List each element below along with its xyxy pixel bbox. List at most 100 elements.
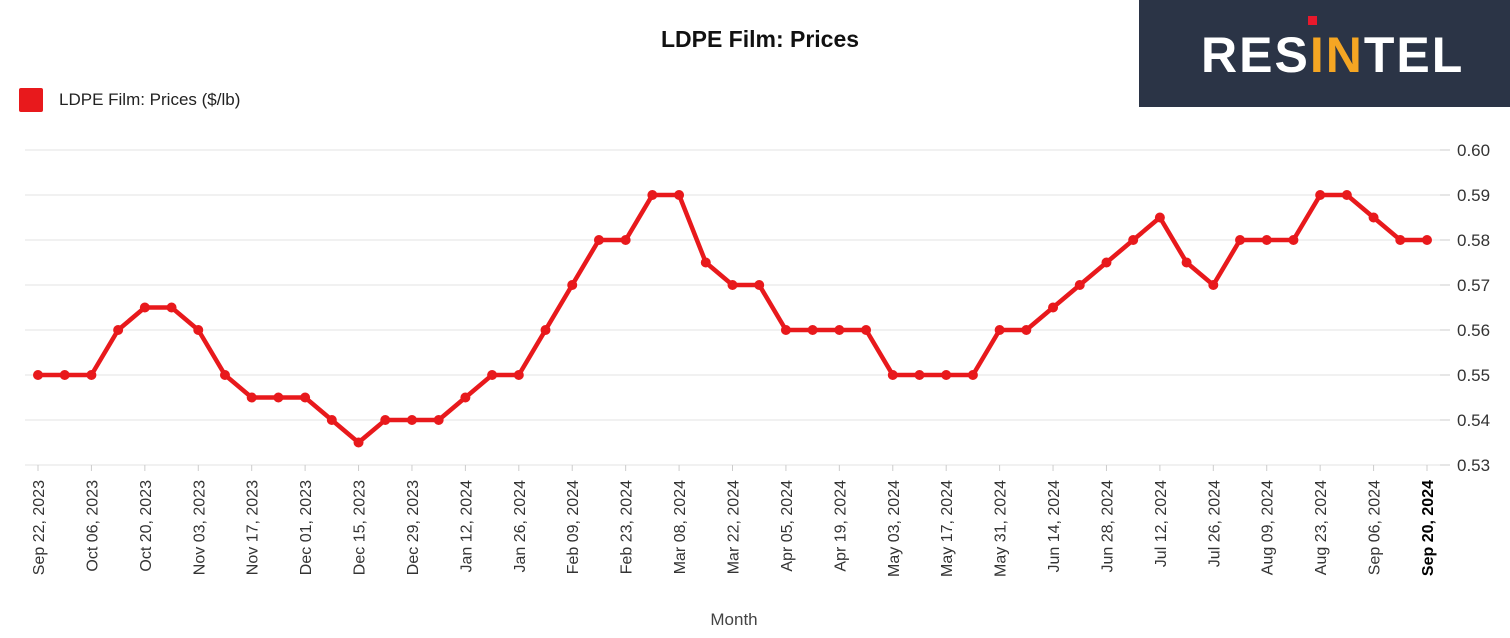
data-point[interactable] xyxy=(487,370,498,380)
data-point[interactable] xyxy=(1048,302,1059,313)
data-point[interactable] xyxy=(834,325,845,335)
y-tick-label: 0.54 xyxy=(1457,411,1490,430)
x-tick-label: Dec 29, 2023 xyxy=(405,480,422,575)
data-point[interactable] xyxy=(647,190,658,200)
logo-text-res: RES xyxy=(1201,27,1310,83)
x-tick-label: Jun 28, 2024 xyxy=(1099,480,1116,573)
data-point[interactable] xyxy=(1181,257,1192,268)
x-tick-label: Apr 05, 2024 xyxy=(779,480,796,572)
data-point[interactable] xyxy=(1368,212,1379,223)
data-point[interactable] xyxy=(246,392,257,403)
x-tick-label: Apr 19, 2024 xyxy=(832,480,849,572)
series-points xyxy=(33,190,1432,448)
data-point[interactable] xyxy=(700,257,711,268)
series-line xyxy=(35,192,1430,445)
x-tick-label: Jul 12, 2024 xyxy=(1153,480,1170,567)
data-point[interactable] xyxy=(620,235,631,245)
x-tick-label: Aug 23, 2024 xyxy=(1313,480,1330,575)
legend[interactable]: LDPE Film: Prices ($/lb) xyxy=(19,88,240,112)
data-point[interactable] xyxy=(1341,190,1352,200)
x-tick-label: Nov 17, 2023 xyxy=(245,480,262,575)
data-point[interactable] xyxy=(567,280,578,290)
data-point[interactable] xyxy=(1208,280,1219,290)
data-point[interactable] xyxy=(1154,212,1165,223)
y-tick-label: 0.58 xyxy=(1457,231,1490,250)
data-point[interactable] xyxy=(219,370,230,380)
data-point[interactable] xyxy=(86,370,97,380)
legend-swatch-icon xyxy=(19,88,43,112)
data-point[interactable] xyxy=(1395,235,1406,245)
data-point[interactable] xyxy=(861,325,872,335)
x-tick-label: Nov 03, 2023 xyxy=(191,480,208,575)
x-tick-label: Oct 06, 2023 xyxy=(84,480,101,572)
data-point[interactable] xyxy=(59,370,70,380)
data-point[interactable] xyxy=(193,325,204,335)
data-point[interactable] xyxy=(1235,235,1246,245)
data-point[interactable] xyxy=(1101,257,1112,268)
x-tick-label: Sep 22, 2023 xyxy=(31,480,48,575)
y-tick-label: 0.53 xyxy=(1457,456,1490,475)
data-point[interactable] xyxy=(887,370,898,380)
data-point[interactable] xyxy=(674,190,685,200)
data-point[interactable] xyxy=(754,280,765,290)
y-tick-label: 0.56 xyxy=(1457,321,1490,340)
data-point[interactable] xyxy=(807,325,818,335)
chart-title: LDPE Film: Prices xyxy=(660,26,860,52)
data-point[interactable] xyxy=(593,235,604,245)
x-tick-label: Jan 12, 2024 xyxy=(458,480,475,573)
x-tick-label: Feb 23, 2024 xyxy=(619,480,636,574)
y-tick-label: 0.60 xyxy=(1457,141,1490,160)
data-point[interactable] xyxy=(994,325,1005,335)
data-point[interactable] xyxy=(300,392,311,403)
x-tick-label: Feb 09, 2024 xyxy=(565,480,582,574)
x-tick-label: May 17, 2024 xyxy=(939,480,956,577)
logo-text-tel: TEL xyxy=(1364,27,1464,83)
data-point[interactable] xyxy=(353,437,364,448)
x-tick-label: Dec 01, 2023 xyxy=(298,480,315,575)
y-axis-ticks: 0.60 0.59 0.58 0.57 0.56 0.55 0.54 0.53 xyxy=(1440,141,1490,475)
x-tick-label: Mar 22, 2024 xyxy=(726,480,743,574)
x-tick-label: Jul 26, 2024 xyxy=(1206,480,1223,567)
data-point[interactable] xyxy=(1422,235,1432,245)
data-point[interactable] xyxy=(967,370,978,380)
resintel-logo-mark: RESINTEL xyxy=(1201,16,1464,83)
x-tick-label: Jan 26, 2024 xyxy=(512,480,529,573)
data-point[interactable] xyxy=(326,415,337,425)
data-point[interactable] xyxy=(1315,190,1326,200)
data-point[interactable] xyxy=(273,392,284,403)
logo-dot-icon xyxy=(1308,16,1317,25)
x-axis-label: Month xyxy=(710,610,757,629)
data-point[interactable] xyxy=(33,370,43,380)
data-point[interactable] xyxy=(460,392,471,403)
data-point[interactable] xyxy=(1021,325,1032,335)
resintel-logo: RESINTEL xyxy=(1139,0,1510,107)
data-point[interactable] xyxy=(540,325,551,335)
data-point[interactable] xyxy=(139,302,150,313)
x-tick-label: Jun 14, 2024 xyxy=(1046,480,1063,573)
logo-text-in: IN xyxy=(1310,27,1364,83)
x-tick-label: May 03, 2024 xyxy=(886,480,903,577)
data-point[interactable] xyxy=(380,415,391,425)
svg-text:RESINTEL: RESINTEL xyxy=(1201,27,1464,83)
x-tick-label: Sep 20, 2024 xyxy=(1420,480,1437,576)
x-tick-label: May 31, 2024 xyxy=(993,480,1010,577)
data-point[interactable] xyxy=(166,302,177,313)
data-point[interactable] xyxy=(1128,235,1139,245)
data-point[interactable] xyxy=(1288,235,1299,245)
data-point[interactable] xyxy=(727,280,738,290)
data-point[interactable] xyxy=(513,370,524,380)
y-tick-label: 0.59 xyxy=(1457,186,1490,205)
data-point[interactable] xyxy=(914,370,925,380)
data-point[interactable] xyxy=(406,415,417,425)
x-tick-label: Aug 09, 2024 xyxy=(1260,480,1277,575)
data-point[interactable] xyxy=(780,325,791,335)
y-tick-label: 0.57 xyxy=(1457,276,1490,295)
y-tick-label: 0.55 xyxy=(1457,366,1490,385)
x-tick-label: Sep 06, 2024 xyxy=(1367,480,1384,575)
data-point[interactable] xyxy=(1074,280,1085,290)
data-point[interactable] xyxy=(433,415,444,425)
data-point[interactable] xyxy=(113,325,124,335)
data-point[interactable] xyxy=(941,370,952,380)
data-point[interactable] xyxy=(1261,235,1272,245)
